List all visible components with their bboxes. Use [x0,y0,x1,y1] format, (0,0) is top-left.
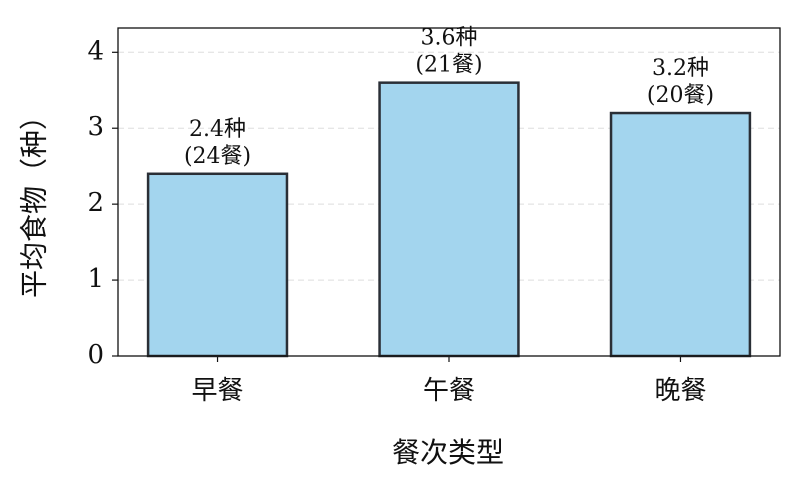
x-tick-label: 晚餐 [654,376,706,406]
y-tick-label: 1 [87,264,104,294]
data-label: 3.6种(21餐) [415,26,482,78]
bar [378,81,520,358]
data-label: 2.4种(24餐) [184,117,251,169]
y-tick-label: 2 [87,188,104,218]
x-tick-label: 午餐 [423,376,475,406]
plot-frame [117,27,781,357]
y-tick-label: 0 [87,340,104,370]
y-tick-label: 4 [87,36,104,66]
bar [609,111,752,358]
y-tick-label: 3 [87,112,104,142]
y-axis-label: 平均食物（种） [18,102,51,298]
bar [146,172,289,358]
x-tick-label: 早餐 [192,376,244,406]
data-label: 3.2种(20餐) [647,56,714,108]
x-axis-label: 餐次类型 [392,436,504,469]
